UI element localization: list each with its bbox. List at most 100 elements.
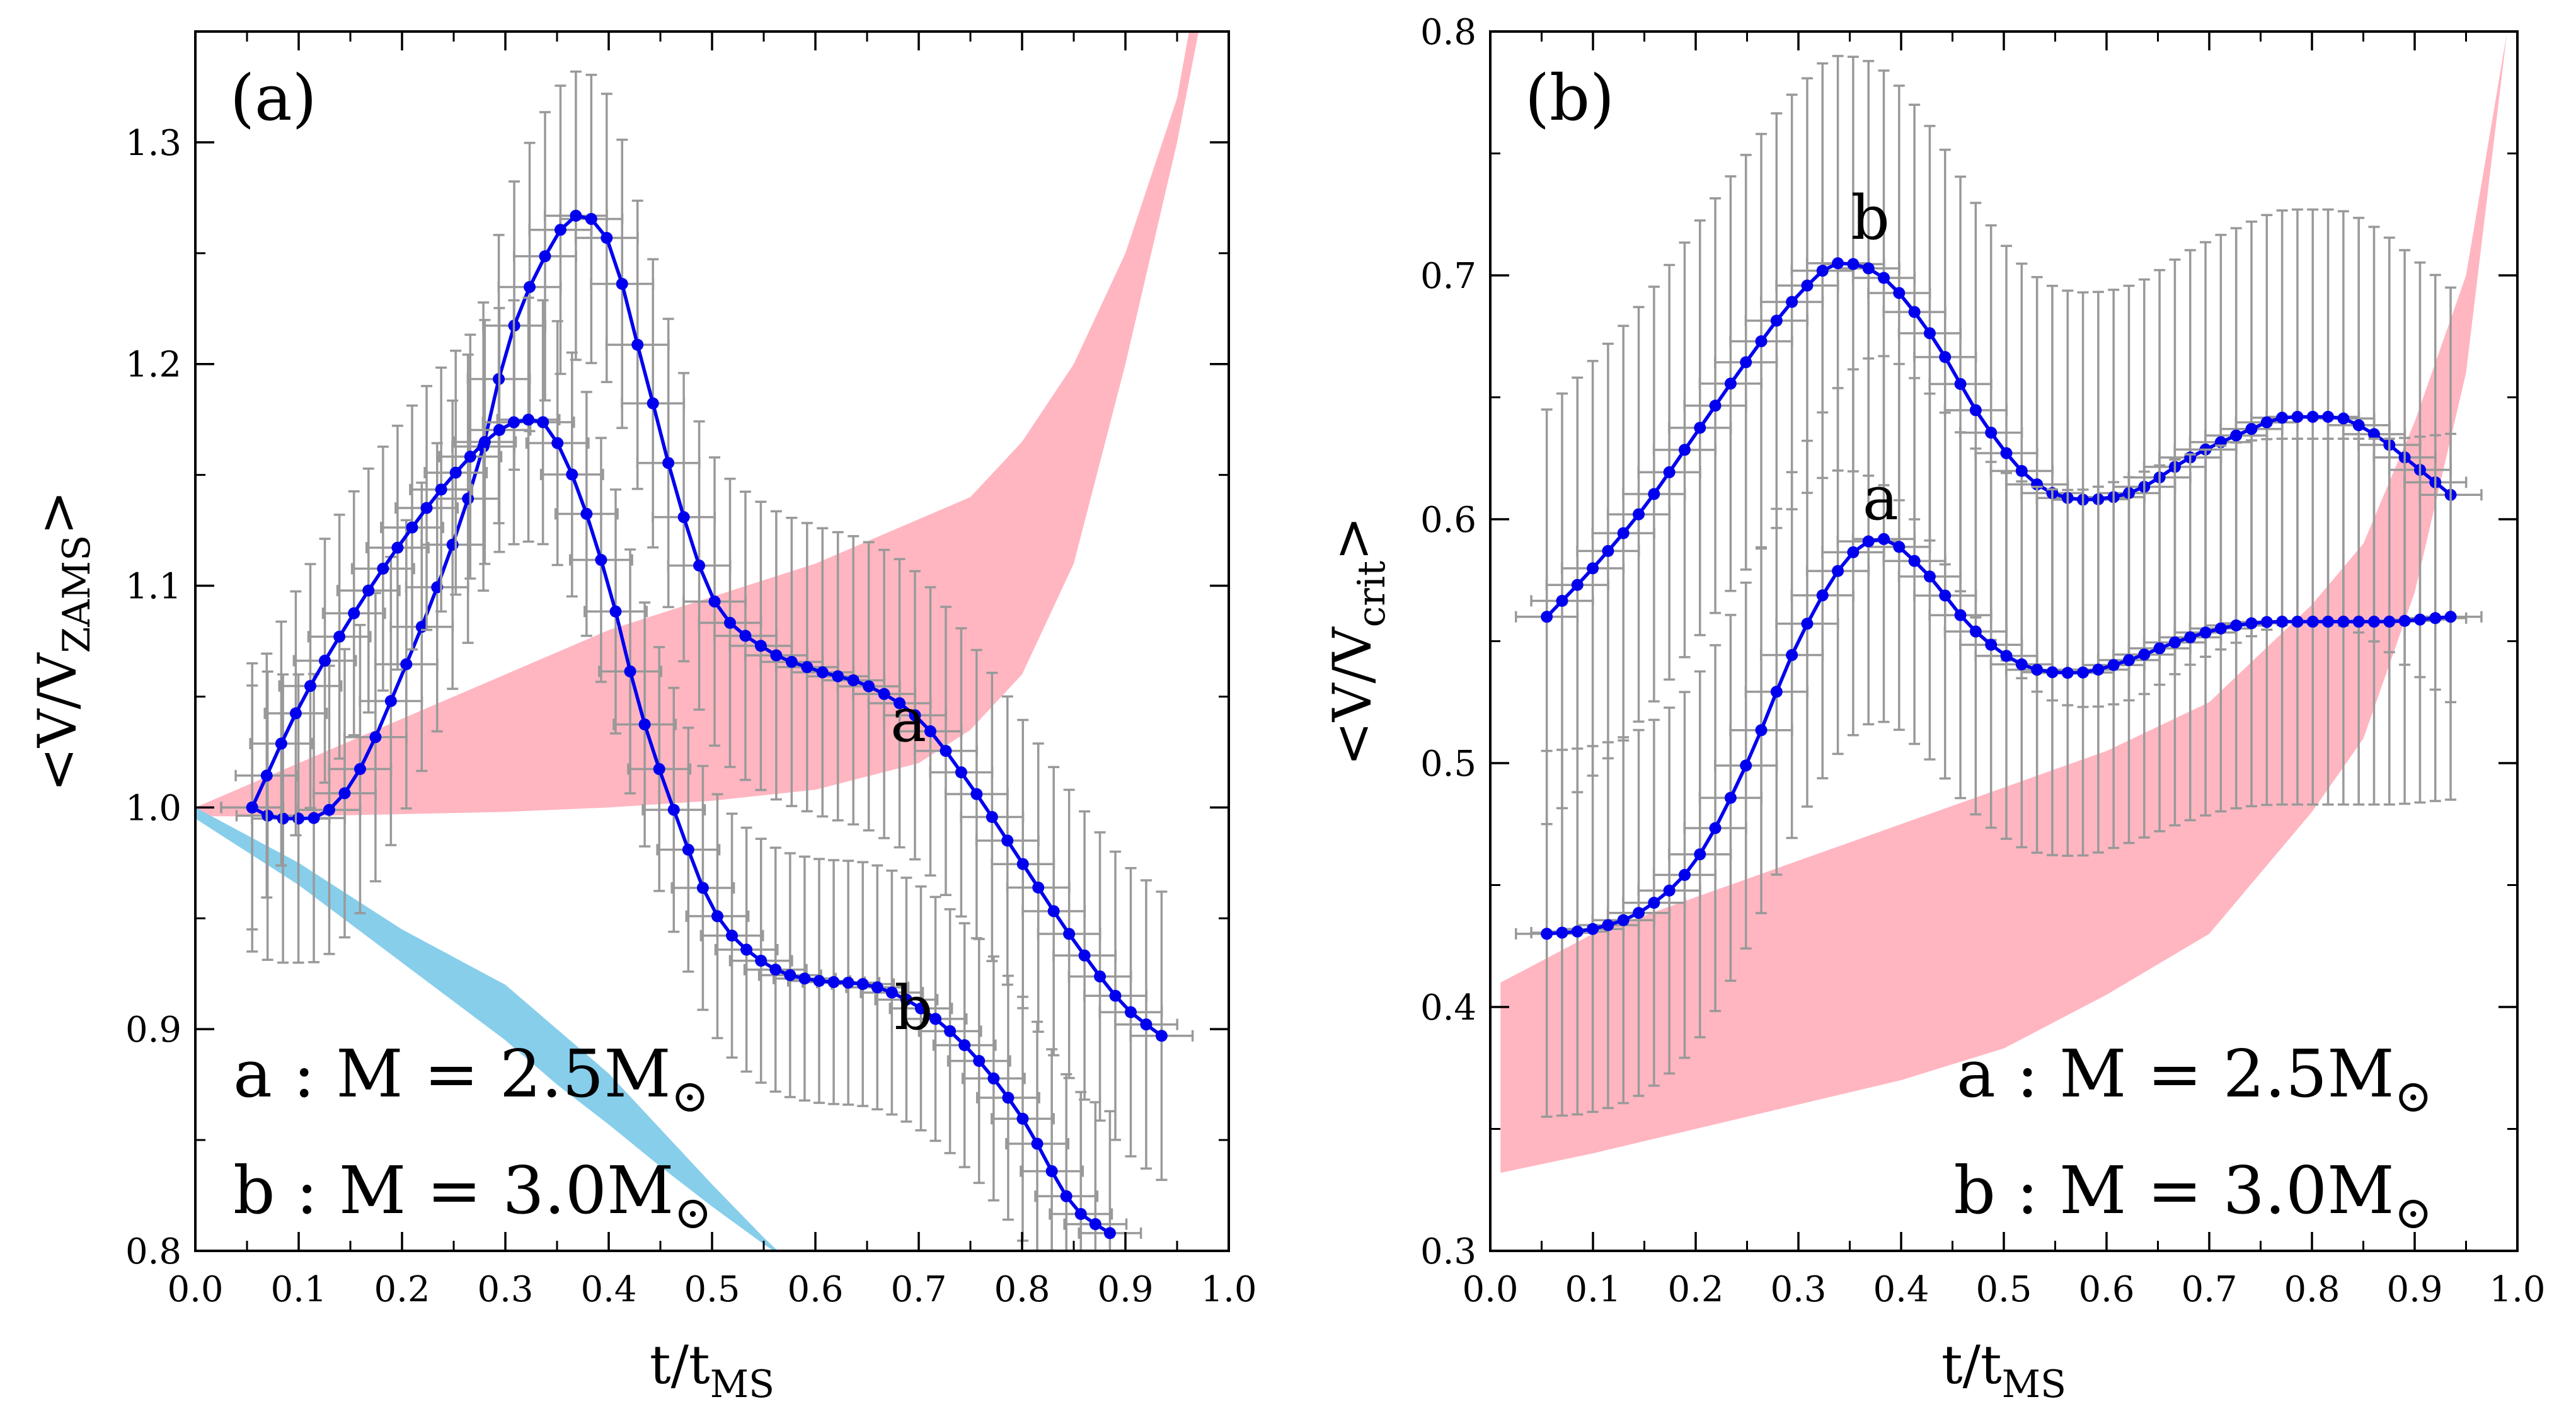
data-point-a	[832, 670, 844, 682]
y-tick-label: 0.5	[1420, 744, 1476, 785]
data-point-a	[2000, 650, 2013, 662]
data-point-a	[1893, 541, 1906, 553]
data-point-a	[2413, 613, 2426, 626]
panel-label: (a)	[230, 61, 317, 135]
legend-line: b : M = 3.0M⊙	[1953, 1152, 2432, 1239]
data-point-b	[900, 993, 912, 1006]
data-point-b	[2260, 416, 2273, 429]
data-point-b	[1709, 400, 1722, 412]
data-point-a	[1801, 618, 1814, 630]
x-tick-label: 0.3	[1770, 1269, 1826, 1310]
data-point-a	[955, 766, 967, 779]
data-point-b	[813, 975, 825, 987]
data-point-a	[369, 731, 382, 744]
data-point-b	[2322, 410, 2335, 423]
data-point-b	[1878, 272, 1890, 284]
data-point-b	[1954, 377, 1967, 390]
data-point-a	[909, 709, 921, 722]
data-point-b	[493, 423, 505, 436]
data-point-b	[667, 803, 680, 816]
data-point-b	[1060, 1190, 1072, 1202]
data-point-b	[1847, 258, 1860, 270]
data-point-a	[1985, 638, 1998, 651]
data-point-a	[2383, 615, 2396, 628]
curve-label-b: b	[894, 973, 933, 1044]
y-tick-label: 0.8	[1420, 12, 1476, 53]
curve-label-a: a	[1863, 463, 1899, 534]
data-point-b	[987, 1072, 1000, 1084]
x-tick-label: 0.5	[684, 1269, 740, 1310]
x-tick-label: 0.7	[890, 1269, 946, 1310]
data-point-b	[929, 1013, 942, 1025]
y-axis-label-end: >	[26, 491, 88, 535]
data-point-b	[304, 680, 316, 693]
x-tick-label: 0.5	[1975, 1269, 2032, 1310]
y-tick-label: 1.1	[125, 567, 181, 607]
data-point-b	[580, 507, 593, 520]
data-point-a	[1939, 589, 1952, 602]
x-tick-label: 0.6	[2078, 1269, 2134, 1310]
data-point-b	[522, 413, 535, 426]
data-point-b	[246, 801, 258, 814]
x-tick-label: 0.3	[477, 1269, 533, 1310]
data-point-a	[2367, 616, 2380, 628]
data-point-a	[585, 212, 597, 225]
data-point-a	[523, 280, 536, 293]
data-point-b	[2367, 428, 2380, 440]
legend-line: b : M = 3.0M⊙	[233, 1152, 712, 1239]
panel-label: (b)	[1525, 61, 1614, 135]
data-point-b	[348, 607, 360, 619]
data-point-a	[2260, 616, 2273, 628]
data-point-b	[1663, 466, 1676, 478]
data-point-a	[2046, 666, 2059, 679]
data-point-b	[2000, 447, 2013, 459]
data-point-a	[1140, 1018, 1153, 1031]
data-point-a	[1862, 535, 1875, 548]
data-point-a	[2352, 616, 2365, 628]
data-point-a	[1556, 926, 1568, 939]
data-point-a	[400, 658, 413, 670]
x-tick-label: 0.2	[1667, 1269, 1723, 1310]
data-point-b	[406, 521, 418, 534]
data-point-a	[1709, 822, 1722, 834]
data-point-a	[816, 666, 829, 679]
data-point-a	[1032, 882, 1045, 894]
data-point-a	[1923, 570, 1936, 583]
data-point-a	[940, 745, 952, 757]
data-point-b	[944, 1025, 957, 1037]
data-point-b	[755, 955, 768, 967]
sun-symbol-icon: ⊙	[671, 1069, 709, 1122]
data-point-b	[711, 910, 723, 923]
data-point-a	[1541, 928, 1553, 940]
data-point-a	[847, 674, 860, 687]
data-point-b	[1985, 427, 1998, 439]
y-tick-label: 1.0	[125, 788, 181, 829]
data-point-b	[478, 435, 491, 448]
data-point-a	[785, 655, 798, 668]
data-point-a	[2184, 631, 2197, 643]
x-axis-label-sub: MS	[710, 1362, 775, 1407]
data-point-b	[726, 929, 739, 942]
panel-b: b a 0.0 0.1 0.2 0.3 0.4 0.5 0.6 0.7 0.8 0.9 1.0 0.3 0.…	[1321, 12, 2546, 1407]
y-axis-label: <V/VZAMS>	[26, 491, 99, 792]
data-point-b	[2015, 464, 2028, 477]
sun-symbol-icon: ⊙	[674, 1186, 711, 1239]
data-point-b	[740, 943, 753, 956]
data-point-b	[2337, 412, 2350, 425]
data-point-a	[2031, 664, 2044, 676]
x-tick-label: 0.4	[580, 1269, 636, 1310]
data-point-a	[292, 812, 305, 825]
data-point-a	[2092, 664, 2105, 676]
data-point-a	[1969, 625, 1982, 638]
data-point-b	[885, 986, 898, 999]
data-point-b	[319, 654, 331, 667]
data-point-b	[784, 969, 796, 982]
data-point-a	[2199, 626, 2212, 639]
data-point-a	[1816, 589, 1829, 602]
data-point-a	[384, 694, 397, 707]
data-point-a	[323, 803, 336, 816]
data-point-b	[609, 605, 622, 618]
data-point-b	[1893, 287, 1906, 299]
data-point-a	[1001, 834, 1014, 847]
data-point-b	[464, 451, 476, 463]
